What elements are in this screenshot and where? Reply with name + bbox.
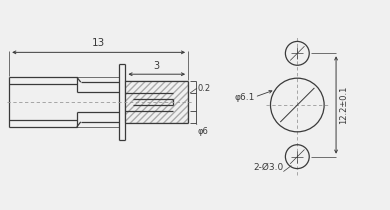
Text: 3: 3: [154, 61, 160, 71]
Text: φ6.1: φ6.1: [234, 93, 255, 102]
Text: 12.2±0.1: 12.2±0.1: [339, 86, 348, 124]
Text: 2-Ø3.0: 2-Ø3.0: [253, 163, 284, 172]
Bar: [126, 81, 188, 123]
Text: 0.2: 0.2: [198, 84, 211, 93]
Text: 13: 13: [92, 38, 105, 48]
Text: φ6: φ6: [198, 127, 209, 136]
